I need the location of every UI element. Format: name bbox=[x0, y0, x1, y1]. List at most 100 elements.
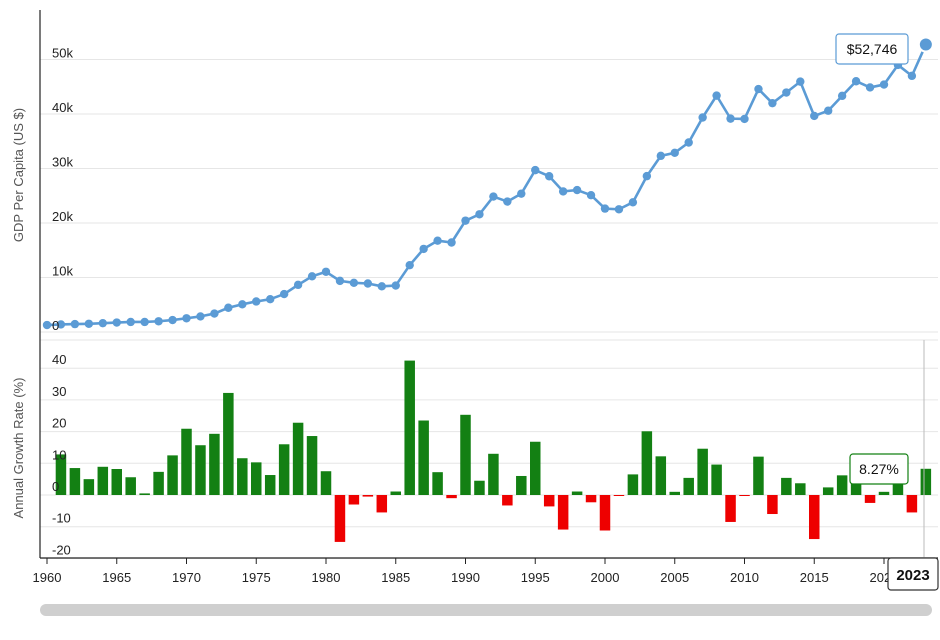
gdp-point bbox=[586, 191, 596, 200]
x-tick-label: 1965 bbox=[102, 570, 131, 585]
growth-bar bbox=[571, 491, 583, 495]
gdp-point bbox=[56, 320, 66, 329]
gdp-point bbox=[489, 192, 498, 201]
growth-bar bbox=[460, 414, 471, 495]
gdp-point bbox=[335, 276, 345, 286]
gdp-point bbox=[279, 289, 289, 299]
top-y-tick-label: 10k bbox=[52, 264, 73, 279]
x-tick-label: 1970 bbox=[172, 570, 201, 585]
growth-bar bbox=[599, 495, 611, 531]
gdp-line-layer bbox=[42, 36, 934, 330]
gdp-point bbox=[112, 318, 121, 327]
gdp-point bbox=[879, 80, 889, 89]
gdp-point bbox=[837, 91, 847, 101]
gdp-point bbox=[851, 77, 861, 86]
growth-bar bbox=[781, 477, 792, 495]
growth-bar bbox=[906, 495, 918, 513]
growth-bar bbox=[795, 483, 806, 495]
gdp-point bbox=[252, 297, 261, 306]
gdp-point bbox=[614, 205, 624, 214]
gdp-point bbox=[349, 278, 359, 287]
bottom-y-tick-label: 0 bbox=[52, 479, 59, 494]
x-tick-label: 1995 bbox=[521, 570, 550, 585]
growth-bar bbox=[334, 495, 346, 542]
growth-bar bbox=[320, 471, 332, 495]
growth-bar bbox=[153, 471, 164, 495]
growth-bar bbox=[683, 477, 694, 495]
year-tooltip-text: 2023 bbox=[896, 567, 929, 584]
top-y-tick-label: 0 bbox=[52, 318, 59, 333]
gdp-point bbox=[419, 244, 428, 254]
growth-bar bbox=[55, 454, 67, 495]
gdp-point bbox=[447, 238, 456, 247]
x-tick-label: 2015 bbox=[800, 570, 829, 585]
year-tooltip: 2023 bbox=[887, 340, 939, 591]
bottom-y-tick-label: 30 bbox=[52, 384, 66, 399]
growth-bar bbox=[209, 433, 220, 495]
growth-bar bbox=[557, 495, 569, 530]
growth-bar bbox=[278, 444, 290, 495]
gdp-point bbox=[377, 282, 386, 291]
growth-bar bbox=[251, 462, 262, 495]
bottom-y-tick-label: -10 bbox=[52, 511, 71, 526]
growth-bar bbox=[69, 468, 81, 495]
x-tick-label: 1960 bbox=[33, 570, 62, 585]
growth-bar bbox=[376, 495, 388, 513]
gdp-point-highlight bbox=[917, 36, 934, 53]
gdp-point bbox=[907, 71, 917, 81]
gdp-point bbox=[307, 272, 317, 281]
growth-bars bbox=[55, 360, 932, 542]
gdp-point bbox=[140, 317, 149, 327]
growth-bar bbox=[711, 464, 722, 495]
gdp-point bbox=[84, 319, 94, 328]
gdp-point bbox=[42, 320, 52, 330]
top-y-tick-label: 50k bbox=[52, 46, 73, 61]
growth-bar bbox=[641, 431, 653, 495]
x-tick-label: 1990 bbox=[451, 570, 480, 585]
gdp-point bbox=[126, 317, 135, 327]
gdp-tooltip-text: $52,746 bbox=[847, 41, 898, 57]
growth-bar bbox=[404, 360, 415, 495]
growth-bar bbox=[97, 466, 109, 495]
growth-bar bbox=[850, 474, 862, 495]
growth-bar bbox=[767, 495, 778, 515]
x-tick-label: 2000 bbox=[591, 570, 620, 585]
gdp-point bbox=[698, 113, 707, 122]
growth-bar bbox=[125, 477, 136, 495]
growth-bar bbox=[83, 479, 95, 495]
gdp-point bbox=[600, 204, 610, 213]
x-tick-label: 1975 bbox=[242, 570, 271, 585]
gdp-point bbox=[754, 84, 763, 94]
growth-bar bbox=[264, 475, 276, 495]
gdp-point bbox=[98, 318, 108, 328]
bottom-y-tick-label: 20 bbox=[52, 416, 66, 431]
growth-bar bbox=[669, 491, 680, 495]
growth-bar bbox=[474, 480, 485, 495]
gdp-point bbox=[168, 315, 177, 325]
gdp-point bbox=[684, 138, 693, 147]
top-y-tick-label: 40k bbox=[52, 100, 73, 115]
horizontal-scrollbar[interactable] bbox=[40, 604, 932, 616]
growth-bar bbox=[139, 493, 150, 495]
bottom-y-tick-label: 10 bbox=[52, 447, 66, 462]
growth-bar bbox=[111, 469, 122, 495]
gdp-point bbox=[517, 189, 526, 198]
gdp-point bbox=[572, 185, 582, 195]
growth-bar bbox=[753, 456, 764, 495]
growth-bar bbox=[809, 495, 820, 540]
growth-bar bbox=[822, 487, 834, 495]
growth-tooltip: 8.27% bbox=[849, 453, 909, 485]
gdp-point bbox=[196, 312, 205, 321]
top-y-tick-label: 20k bbox=[52, 209, 73, 224]
growth-tooltip-text: 8.27% bbox=[859, 461, 899, 477]
x-tick-label: 1980 bbox=[312, 570, 341, 585]
gdp-point bbox=[740, 114, 749, 124]
growth-bar bbox=[920, 468, 932, 495]
growth-bar bbox=[836, 475, 848, 495]
gdp-point bbox=[628, 198, 638, 207]
growth-bar bbox=[725, 495, 736, 522]
growth-bar bbox=[585, 495, 597, 503]
growth-bar bbox=[167, 455, 178, 495]
